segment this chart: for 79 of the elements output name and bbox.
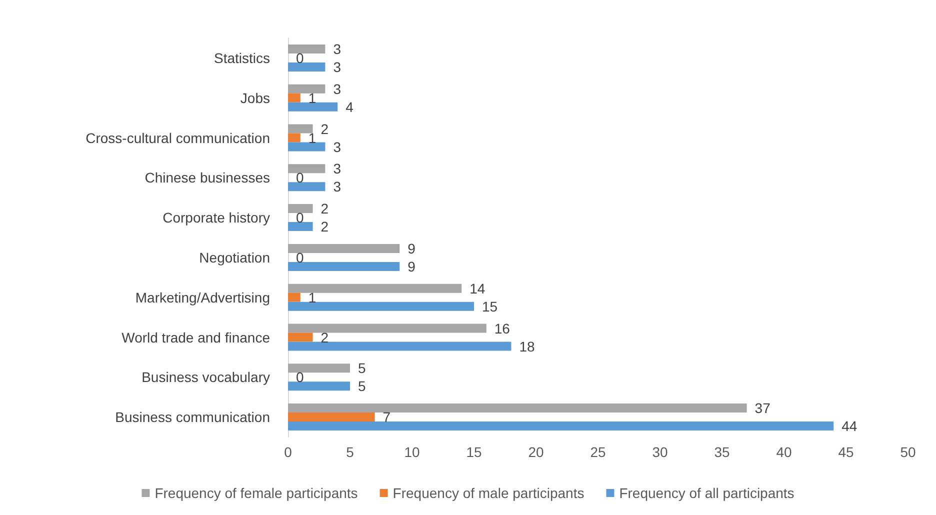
data-label: 16 (494, 320, 510, 336)
data-label: 14 (470, 280, 486, 296)
bar (288, 84, 326, 94)
y-tick-label: Cross-cultural communication (86, 130, 270, 146)
legend-label: Frequency of all participants (619, 485, 794, 501)
data-label: 1 (308, 130, 316, 146)
bar (288, 364, 350, 373)
data-label: 0 (296, 249, 304, 266)
bar (288, 124, 313, 134)
x-tick-label: 20 (528, 444, 544, 460)
y-tick-label: Business communication (115, 409, 270, 426)
bar (288, 222, 313, 232)
legend-label: Frequency of female participants (154, 485, 358, 501)
bar (288, 412, 375, 422)
y-tick-label: Jobs (240, 90, 270, 106)
data-label: 0 (296, 369, 304, 386)
x-tick-label: 15 (466, 444, 482, 460)
legend-label: Frequency of male participants (392, 485, 584, 501)
bar (288, 93, 300, 102)
bar (288, 342, 512, 351)
bar (288, 44, 326, 54)
y-tick-label: Negotiation (199, 249, 270, 266)
x-tick-label: 30 (652, 444, 668, 460)
data-label: 0 (296, 170, 304, 186)
x-tick-label: 10 (404, 444, 420, 460)
y-tick-label: Corporate history (162, 210, 270, 226)
x-tick-label: 0 (284, 444, 292, 460)
bar (288, 142, 326, 152)
data-label: 2 (320, 329, 329, 346)
x-tick-label: 25 (590, 444, 606, 460)
data-label: 9 (408, 258, 416, 274)
bar (288, 404, 747, 413)
bar (288, 244, 400, 253)
bar (288, 284, 462, 293)
bar (288, 62, 326, 72)
data-label: 2 (320, 200, 329, 217)
data-label: 0 (296, 50, 304, 66)
bar (288, 133, 300, 142)
data-label: 4 (346, 98, 354, 115)
data-label: 2 (320, 120, 329, 137)
bar (288, 332, 313, 342)
data-label: 3 (333, 80, 342, 97)
bar (288, 422, 834, 431)
data-label: 18 (519, 338, 535, 354)
x-tick-label: 50 (900, 444, 916, 460)
y-tick-label: Statistics (214, 50, 270, 66)
data-label: 1 (308, 90, 316, 106)
y-tick-label: Marketing/Advertising (135, 289, 270, 306)
data-label: 5 (358, 360, 366, 376)
bar (288, 382, 350, 391)
data-label: 9 (408, 240, 416, 256)
bar (288, 164, 326, 174)
y-tick-label: Chinese businesses (144, 170, 270, 186)
data-label: 3 (333, 58, 342, 75)
data-label: 2 (320, 218, 329, 235)
data-label: 15 (482, 298, 498, 314)
bar (288, 262, 400, 271)
data-label: 37 (754, 400, 771, 416)
bar (288, 324, 486, 333)
data-label: 1 (308, 289, 316, 306)
data-label: 5 (358, 378, 366, 394)
bar (288, 182, 326, 192)
bar (288, 302, 474, 311)
x-tick-label: 45 (838, 444, 854, 460)
y-tick-label: World trade and finance (122, 329, 270, 346)
x-tick-label: 35 (714, 444, 730, 460)
data-label: 3 (333, 40, 342, 57)
data-label: 7 (382, 409, 391, 426)
data-label: 3 (333, 160, 342, 177)
bar (288, 102, 338, 112)
data-label: 44 (842, 418, 858, 434)
y-tick-label: Business vocabulary (142, 369, 270, 386)
bar (288, 204, 313, 214)
data-label: 3 (333, 178, 342, 195)
bar (288, 292, 300, 302)
data-label: 3 (333, 138, 342, 155)
x-tick-label: 40 (776, 444, 792, 460)
x-tick-label: 5 (346, 444, 354, 460)
data-label: 0 (296, 210, 304, 226)
